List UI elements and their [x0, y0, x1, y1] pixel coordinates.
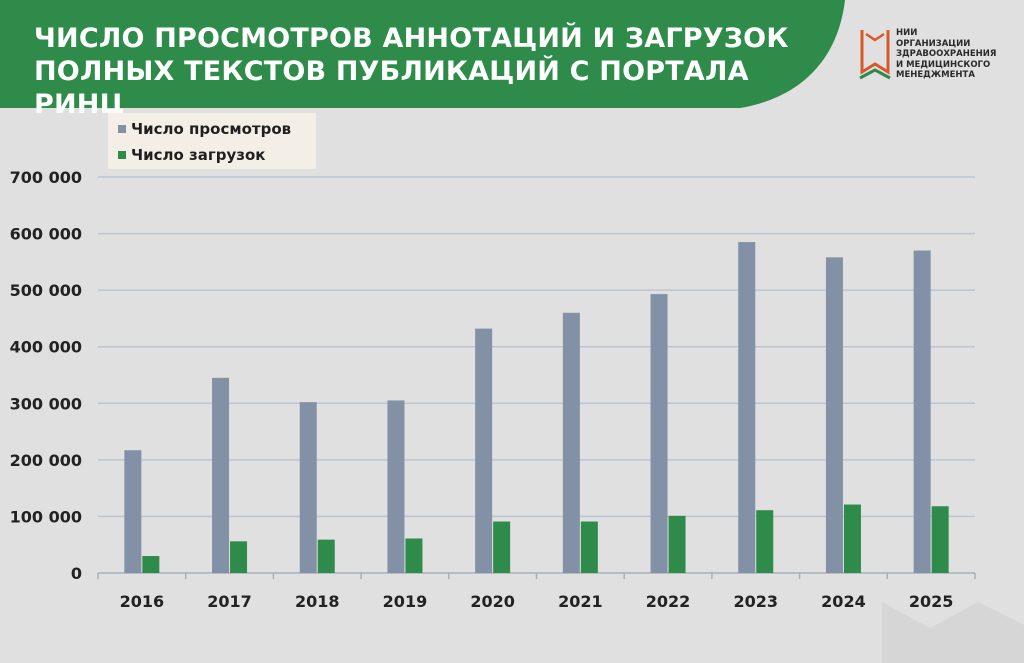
institute-logo: НИИ ОРГАНИЗАЦИИ ЗДРАВООХРАНЕНИЯ И МЕДИЦИ…	[858, 26, 1008, 86]
x-tick-label: 2017	[207, 592, 252, 611]
legend-swatch-views	[118, 125, 126, 133]
bar-views	[825, 257, 843, 573]
watermark-logo	[882, 602, 1024, 663]
bars-layer	[124, 242, 949, 574]
x-tick-label: 2023	[733, 592, 778, 611]
legend-item-downloads: Число загрузок	[118, 145, 265, 165]
bar-views	[562, 312, 580, 573]
y-tick-label: 200 000	[10, 451, 82, 470]
legend-label-views: Число просмотров	[131, 120, 292, 138]
x-tick-label: 2022	[646, 592, 691, 611]
bar-views	[738, 242, 756, 574]
bar-downloads	[843, 504, 861, 573]
bar-downloads	[230, 541, 248, 573]
x-tick-label: 2020	[470, 592, 515, 611]
y-tick-label: 700 000	[10, 168, 82, 187]
labels-layer: 0 100 000 200 000 300 000 400 000 500 000 600 …	[10, 168, 954, 611]
bar-downloads	[317, 539, 335, 573]
x-tick-label: 2024	[821, 592, 866, 611]
x-tick-label: 2016	[120, 592, 165, 611]
x-tick-label: 2018	[295, 592, 340, 611]
book-logo-icon	[859, 30, 891, 80]
logo-line: МЕНЕДЖМЕНТА	[896, 70, 975, 80]
grid-layer	[97, 176, 976, 579]
x-tick-label: 2025	[909, 592, 954, 611]
logo-line: ЗДРАВООХРАНЕНИЯ	[896, 49, 997, 59]
y-tick-label: 600 000	[10, 225, 82, 244]
bar-views	[913, 250, 931, 574]
logo-line: НИИ	[896, 28, 918, 38]
y-tick-label: 300 000	[10, 394, 82, 413]
bar-downloads	[668, 515, 686, 573]
title-line-1: ЧИСЛО ПРОСМОТРОВ АННОТАЦИЙ И ЗАГРУЗОК	[34, 23, 789, 54]
y-tick-label: 0	[71, 564, 82, 583]
banner-shape	[0, 0, 845, 108]
bar-views	[650, 294, 668, 573]
bar-downloads	[405, 538, 423, 573]
bar-downloads	[756, 510, 774, 573]
logo-line: ОРГАНИЗАЦИИ	[896, 38, 971, 49]
page-title: ЧИСЛО ПРОСМОТРОВ АННОТАЦИЙ И ЗАГРУЗОК ПО…	[34, 22, 794, 121]
title-line-2: ПОЛНЫХ ТЕКСТОВ ПУБЛИКАЦИЙ С ПОРТАЛА РИНЦ	[34, 56, 749, 120]
legend-swatch-downloads	[118, 151, 126, 159]
chart-legend: Число просмотров Число загрузок	[108, 113, 316, 169]
legend-label-downloads: Число загрузок	[131, 146, 266, 164]
y-tick-label: 400 000	[10, 338, 82, 357]
bar-views	[212, 377, 230, 573]
bar-views	[387, 400, 405, 573]
x-tick-label: 2019	[383, 592, 428, 611]
bar-views	[475, 328, 493, 573]
bar-downloads	[580, 521, 598, 573]
bar-downloads	[931, 506, 949, 573]
x-tick-label: 2021	[558, 592, 603, 611]
logo-line: И МЕДИЦИНСКОГО	[896, 59, 991, 70]
bar-downloads	[493, 521, 511, 573]
y-tick-label: 100 000	[10, 507, 82, 526]
bar-downloads	[142, 556, 160, 573]
logo-text: НИИ ОРГАНИЗАЦИИ ЗДРАВООХРАНЕНИЯ И МЕДИЦИ…	[896, 28, 1008, 81]
bar-views	[124, 450, 142, 573]
y-tick-label: 500 000	[10, 281, 82, 300]
legend-item-views: Число просмотров	[118, 119, 291, 139]
bar-views	[299, 402, 317, 573]
